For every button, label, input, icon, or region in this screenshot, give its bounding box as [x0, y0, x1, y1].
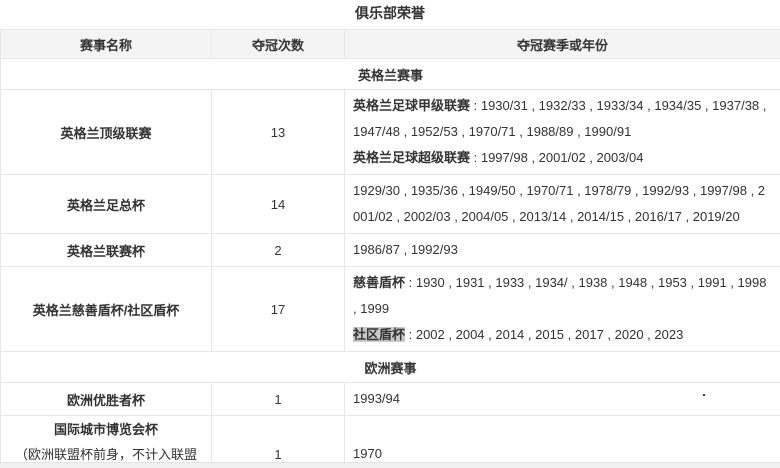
page-title: 俱乐部荣誉 — [355, 5, 425, 21]
detail-line: 英格兰足球超级联赛 : 1997/98 , 2001/02 , 2003/04 — [353, 145, 770, 171]
competition-note: （欧洲联盟杯前身，不计入联盟杯荣誉） — [14, 446, 197, 462]
section-title-europe: 欧洲赛事 — [0, 351, 780, 383]
competition-name: 英格兰联赛杯 — [0, 233, 212, 267]
competition-name: 英格兰顶级联赛 — [0, 89, 212, 175]
table-row: 英格兰足总杯 14 1929/30 , 1935/36 , 1949/50 , … — [0, 174, 780, 234]
win-count: 14 — [211, 174, 345, 234]
detail-line: 社区盾杯 : 2002 , 2004 , 2014 , 2015 , 2017 … — [353, 322, 770, 348]
competition-name: 欧洲优胜者杯 — [0, 382, 212, 416]
competition-years: : 2002 , 2004 , 2014 , 2015 , 2017 , 202… — [405, 327, 684, 342]
table-row: 欧洲优胜者杯 1 1993/94 — [0, 382, 780, 416]
header-win-count: 夺冠次数 — [211, 29, 345, 59]
win-seasons: 英格兰足球甲级联赛 : 1930/31 , 1932/33 , 1933/34 … — [344, 89, 780, 175]
win-count: 17 — [211, 266, 345, 352]
win-seasons: 1993/94 — [344, 382, 780, 416]
section-row-europe: 欧洲赛事 — [0, 351, 780, 383]
win-seasons: 慈善盾杯 : 1930 , 1931 , 1933 , 1934/ , 1938… — [344, 266, 780, 352]
competition-name: 英格兰慈善盾杯/社区盾杯 — [0, 266, 212, 352]
table-header-row: 赛事名称 夺冠次数 夺冠赛季或年份 — [0, 29, 780, 59]
win-count: 1 — [211, 382, 345, 416]
header-win-seasons: 夺冠赛季或年份 — [344, 29, 780, 59]
win-seasons: 1970 — [344, 415, 780, 468]
competition-label: 英格兰足球超级联赛 — [353, 150, 471, 165]
section-row-england: 英格兰赛事 — [0, 58, 780, 90]
section-title-england: 英格兰赛事 — [0, 58, 780, 90]
stray-dot — [703, 394, 705, 396]
win-count: 2 — [211, 233, 345, 267]
detail-line: 英格兰足球甲级联赛 : 1930/31 , 1932/33 , 1933/34 … — [353, 93, 770, 145]
win-seasons: 1986/87 , 1992/93 — [344, 233, 780, 267]
detail-line: 慈善盾杯 : 1930 , 1931 , 1933 , 1934/ , 1938… — [353, 270, 770, 322]
competition-name-cell: 国际城市博览会杯 （欧洲联盟杯前身，不计入联盟杯荣誉） — [0, 415, 212, 468]
win-seasons: 1929/30 , 1935/36 , 1949/50 , 1970/71 , … — [344, 174, 780, 234]
win-count: 1 — [211, 415, 345, 468]
win-count: 13 — [211, 89, 345, 175]
competition-name: 国际城市博览会杯 — [53, 421, 158, 437]
competition-label: 英格兰足球甲级联赛 — [353, 98, 471, 113]
competition-label-highlighted: 社区盾杯 — [353, 327, 406, 342]
header-competition-name: 赛事名称 — [0, 29, 212, 59]
competition-years: : 1930 , 1931 , 1933 , 1934/ , 1938 , 19… — [353, 275, 767, 316]
honors-table: 赛事名称 夺冠次数 夺冠赛季或年份 英格兰赛事 英格兰顶级联赛 13 英格兰足球… — [0, 29, 780, 468]
next-section-strip — [0, 462, 780, 468]
table-row: 英格兰联赛杯 2 1986/87 , 1992/93 — [0, 233, 780, 267]
competition-name: 英格兰足总杯 — [0, 174, 212, 234]
table-row: 国际城市博览会杯 （欧洲联盟杯前身，不计入联盟杯荣誉） 1 1970 — [0, 415, 780, 468]
competition-years: : 1930/31 , 1932/33 , 1933/34 , 1934/35 … — [353, 98, 767, 139]
table-row: 英格兰慈善盾杯/社区盾杯 17 慈善盾杯 : 1930 , 1931 , 193… — [0, 266, 780, 352]
table-row: 英格兰顶级联赛 13 英格兰足球甲级联赛 : 1930/31 , 1932/33… — [0, 89, 780, 175]
competition-label: 慈善盾杯 — [353, 275, 406, 290]
competition-years: : 1997/98 , 2001/02 , 2003/04 — [470, 150, 644, 165]
